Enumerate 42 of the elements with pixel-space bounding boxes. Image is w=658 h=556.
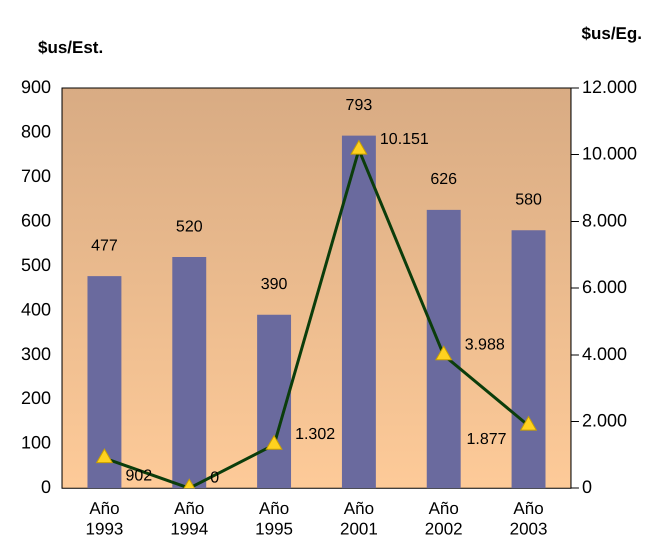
x-tick-label: Año 2001: [340, 499, 378, 538]
data-label: 10.151: [380, 131, 429, 148]
bar: [512, 230, 546, 488]
y-tick-label: 900: [20, 76, 52, 97]
y2-tick-label: 6.000: [582, 277, 627, 298]
x-tick-label: Año 1993: [86, 499, 124, 538]
y2-tick-label: 8.000: [582, 210, 627, 230]
y2-tick-label: 0: [582, 477, 592, 498]
x-tick-label: Año 1995: [255, 499, 293, 538]
bar: [87, 276, 122, 488]
data-label: 580: [515, 192, 542, 209]
bar: [426, 210, 461, 488]
data-label: 793: [346, 96, 372, 114]
data-label: 626: [430, 171, 458, 188]
y-tick-label: 0: [41, 477, 52, 498]
y-axis-title: $us/Est.: [38, 38, 104, 58]
y-tick-label: 700: [20, 166, 52, 186]
data-label: 1.877: [466, 431, 507, 448]
y-tick-label: 500: [20, 254, 52, 275]
y-tick-label: 400: [20, 299, 52, 320]
y2-tick-label: 4.000: [582, 344, 627, 364]
y-tick-label: 600: [20, 210, 52, 230]
y-tick-label: 200: [20, 388, 52, 408]
bar: [342, 136, 376, 488]
x-tick-label: Año 2002: [424, 499, 463, 538]
data-label: 1.302: [295, 426, 336, 444]
y-tick-label: 100: [20, 432, 52, 453]
data-label: 477: [91, 238, 118, 254]
data-label: 390: [260, 276, 288, 294]
data-label: 902: [125, 468, 152, 485]
y-tick-label: 800: [20, 121, 52, 142]
y2-tick-label: 2.000: [582, 410, 627, 430]
x-tick-label: Año 2003: [510, 499, 548, 538]
y-tick-label: 300: [20, 344, 52, 364]
bar: [257, 314, 292, 488]
y2-axis-title: $us/Eg.: [582, 24, 642, 44]
data-label: 520: [176, 218, 203, 236]
data-label: 3.988: [464, 336, 505, 354]
y2-tick-label: 10.000: [582, 144, 638, 164]
bar: [172, 256, 206, 488]
x-tick-label: Año 1994: [170, 499, 208, 538]
y2-tick-label: 12.000: [582, 76, 638, 97]
